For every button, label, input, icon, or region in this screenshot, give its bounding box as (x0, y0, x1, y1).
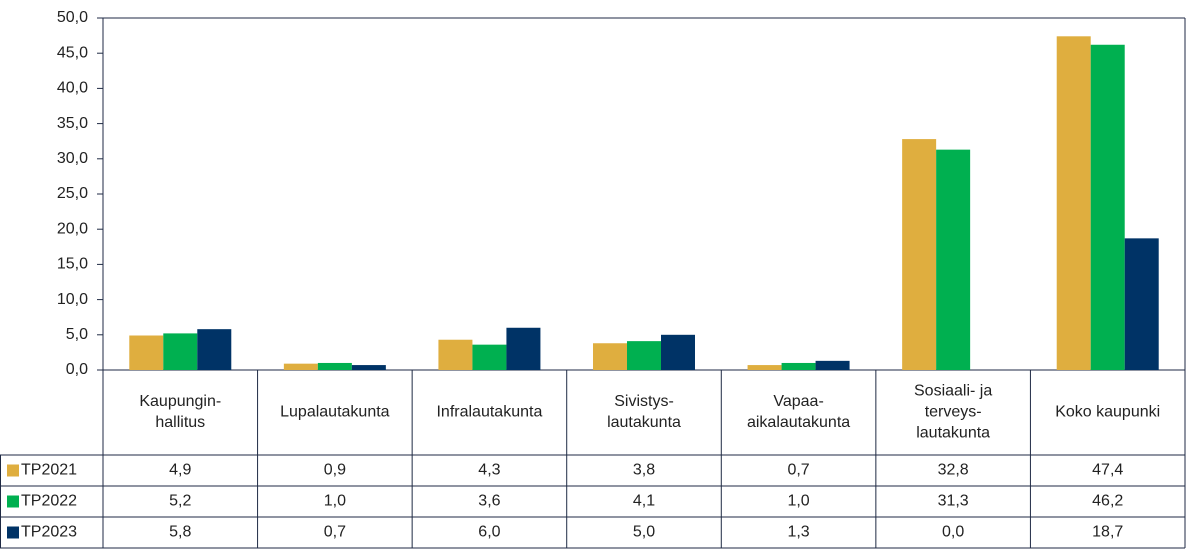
table-value: 1,3 (787, 524, 809, 541)
x-tick-label: Vapaa-aikalautakunta (747, 393, 850, 431)
y-tick-label: 35,0 (57, 115, 88, 132)
bar (815, 360, 850, 370)
bar (197, 329, 232, 370)
table-value: 3,6 (478, 493, 500, 510)
x-tick-label: Sivistys-lautakunta (607, 393, 681, 431)
bar (438, 339, 473, 370)
bar (472, 344, 507, 370)
bar (129, 335, 164, 370)
legend-label: TP2021 (21, 462, 77, 479)
bar (747, 365, 782, 370)
table-value: 5,0 (633, 524, 655, 541)
table-value: 4,1 (633, 493, 655, 510)
table-value: 31,3 (938, 493, 969, 510)
bar (781, 362, 816, 370)
x-tick-label: Koko kaupunki (1055, 404, 1160, 421)
y-tick-label: 45,0 (57, 44, 88, 61)
legend-swatch (7, 495, 19, 508)
bar (506, 327, 541, 370)
bar (317, 362, 352, 370)
legend-swatch (7, 464, 19, 477)
bar (163, 333, 198, 370)
x-tick-label: Infralautakunta (436, 404, 542, 421)
y-tick-label: 0,0 (66, 361, 88, 378)
x-tick-label: Lupalautakunta (280, 404, 390, 421)
bar (351, 365, 386, 370)
table-value: 32,8 (938, 462, 969, 479)
legend-swatch (7, 526, 19, 539)
table-value: 0,7 (787, 462, 809, 479)
legend-label: TP2023 (21, 524, 77, 541)
legend-label: TP2022 (21, 493, 77, 510)
table-value: 0,9 (324, 462, 346, 479)
table-value: 5,8 (169, 524, 191, 541)
y-tick-label: 10,0 (57, 291, 88, 308)
table-value: 47,4 (1092, 462, 1123, 479)
bar (661, 334, 695, 370)
table-value: 18,7 (1092, 524, 1123, 541)
table-value: 5,2 (169, 493, 191, 510)
y-tick-label: 50,0 (57, 9, 88, 26)
table-value: 0,0 (942, 524, 964, 541)
table-value: 0,7 (324, 524, 346, 541)
y-tick-label: 40,0 (57, 80, 88, 97)
y-tick-label: 25,0 (57, 185, 88, 202)
table-value: 3,8 (633, 462, 655, 479)
table-value: 1,0 (324, 493, 346, 510)
bar (283, 363, 318, 370)
y-tick-label: 20,0 (57, 220, 88, 237)
table-value: 4,9 (169, 462, 191, 479)
bar (1056, 36, 1091, 370)
bar (593, 343, 627, 370)
bar (902, 139, 937, 370)
x-tick-label: Kaupungin-hallitus (139, 393, 221, 431)
bar (1124, 238, 1159, 370)
x-tick-label: Sosiaali- ja terveys-lautakunta (914, 383, 992, 442)
y-tick-label: 15,0 (57, 256, 88, 273)
bar (936, 149, 971, 370)
table-value: 6,0 (478, 524, 500, 541)
bar (1090, 44, 1125, 370)
y-tick-label: 30,0 (57, 150, 88, 167)
table-value: 4,3 (478, 462, 500, 479)
table-value: 46,2 (1092, 493, 1123, 510)
y-tick-label: 5,0 (66, 326, 88, 343)
table-value: 1,0 (787, 493, 809, 510)
bar (627, 341, 661, 370)
